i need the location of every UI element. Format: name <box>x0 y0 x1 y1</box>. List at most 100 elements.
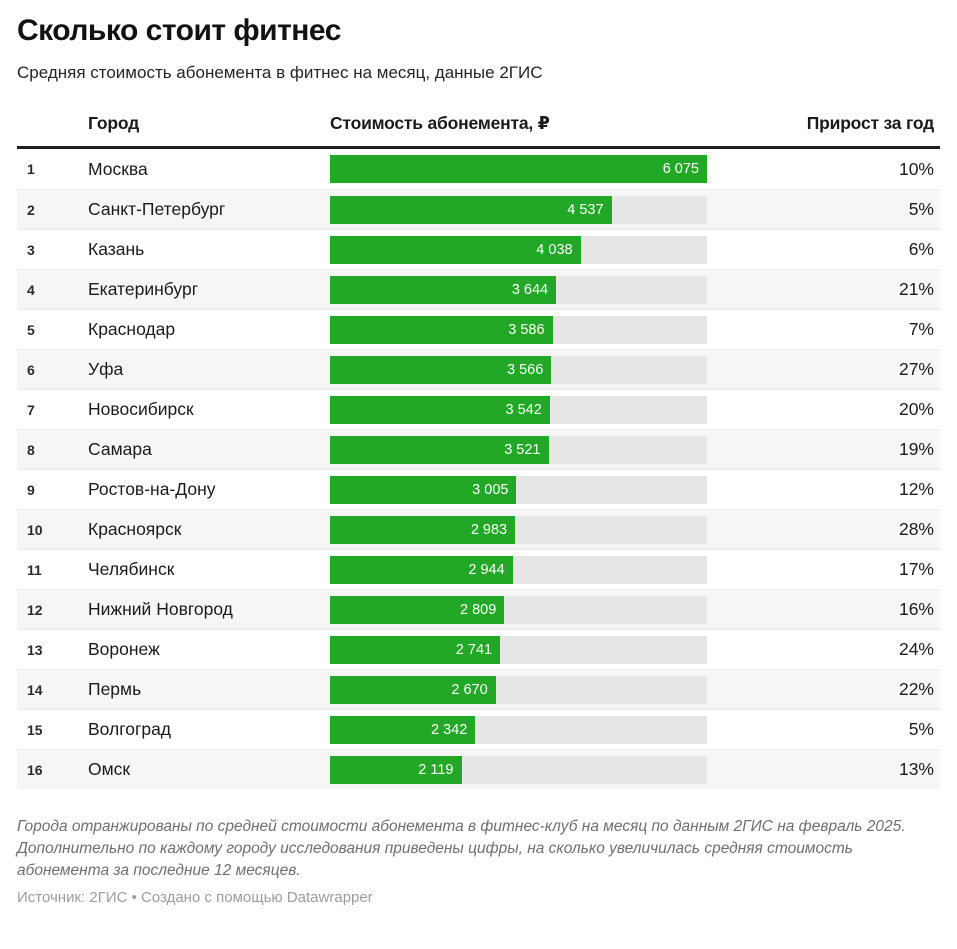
bar-fill: 2 119 <box>330 755 462 784</box>
row-growth: 5% <box>908 719 934 740</box>
row-rank: 16 <box>27 761 43 778</box>
bar-fill: 3 586 <box>330 315 553 344</box>
row-growth: 16% <box>898 599 934 620</box>
row-city: Санкт-Петербург <box>88 199 226 220</box>
bar-fill: 2 741 <box>330 635 501 664</box>
row-city: Ростов-на-Дону <box>88 479 216 500</box>
row-bar-cell: 2 670 <box>330 675 717 704</box>
row-growth: 27% <box>898 359 934 380</box>
bar-fill: 4 038 <box>330 235 581 264</box>
table-row: 14 Пермь 2 670 22% <box>17 669 940 710</box>
row-rank: 1 <box>27 161 35 178</box>
row-growth: 22% <box>898 679 934 700</box>
table-row: 3 Казань 4 038 6% <box>17 229 940 269</box>
row-rank: 5 <box>27 321 35 338</box>
row-rank: 14 <box>27 681 43 698</box>
bar-value-label: 6 075 <box>662 161 699 178</box>
bar-value-label: 2 983 <box>470 521 508 538</box>
bar-value-label: 2 809 <box>460 601 497 618</box>
column-header-city: Город <box>88 113 139 134</box>
bar-track: 3 542 <box>330 395 707 424</box>
row-bar-cell: 3 521 <box>330 435 717 464</box>
row-growth: 5% <box>908 199 934 220</box>
row-rank: 6 <box>27 361 35 378</box>
bar-value-label: 2 119 <box>418 761 454 778</box>
row-growth: 19% <box>898 439 934 460</box>
row-city: Москва <box>88 158 148 179</box>
bar-fill: 6 075 <box>330 155 707 184</box>
bar-value-label: 3 521 <box>504 441 541 458</box>
row-bar-cell: 3 566 <box>330 355 717 384</box>
row-bar-cell: 3 644 <box>330 275 717 304</box>
row-city: Самара <box>88 439 152 460</box>
bar-track: 3 521 <box>330 435 707 464</box>
bar-fill: 2 809 <box>330 595 505 624</box>
table-row: 6 Уфа 3 566 27% <box>17 349 940 390</box>
row-city: Челябинск <box>88 559 175 580</box>
row-growth: 20% <box>898 399 934 420</box>
table-row: 8 Самара 3 521 19% <box>17 429 940 470</box>
row-bar-cell: 2 741 <box>330 635 717 664</box>
row-city: Уфа <box>88 359 124 380</box>
row-city: Красноярск <box>88 519 182 540</box>
bar-fill: 2 944 <box>330 555 513 584</box>
bar-fill: 3 542 <box>330 395 550 424</box>
bar-fill: 2 670 <box>330 675 496 704</box>
row-growth: 10% <box>898 158 934 179</box>
row-rank: 8 <box>27 441 35 458</box>
row-bar-cell: 3 586 <box>330 315 717 344</box>
row-bar-cell: 3 005 <box>330 475 717 504</box>
bar-track: 2 670 <box>330 675 707 704</box>
bar-fill: 3 005 <box>330 475 517 504</box>
bar-value-label: 3 586 <box>508 321 545 338</box>
bar-value-label: 3 644 <box>511 281 549 298</box>
bar-value-label: 4 038 <box>536 241 573 258</box>
table-row: 11 Челябинск 2 944 17% <box>17 549 940 589</box>
bar-fill: 2 983 <box>330 515 516 544</box>
table-body: 1 Москва 6 075 10% 2 Санкт-Петербург 4 5… <box>17 149 940 790</box>
row-growth: 28% <box>898 519 934 540</box>
bar-fill: 3 644 <box>330 275 557 304</box>
row-growth: 6% <box>908 239 934 260</box>
table-header-row: Город Стоимость абонемента, ₽ Прирост за… <box>17 113 940 150</box>
ranking-table: Город Стоимость абонемента, ₽ Прирост за… <box>17 113 940 790</box>
row-growth: 24% <box>898 639 934 660</box>
row-bar-cell: 4 537 <box>330 195 717 224</box>
row-bar-cell: 2 944 <box>330 555 717 584</box>
row-growth: 17% <box>898 559 934 580</box>
chart-subtitle: Средняя стоимость абонемента в фитнес на… <box>17 63 543 82</box>
row-rank: 3 <box>27 241 35 258</box>
row-city: Омск <box>88 759 131 780</box>
table-row: 4 Екатеринбург 3 644 21% <box>17 269 940 310</box>
row-city: Нижний Новгород <box>88 599 233 620</box>
bar-track: 3 644 <box>330 275 707 304</box>
bar-fill: 3 521 <box>330 435 549 464</box>
bar-value-label: 3 005 <box>472 481 509 498</box>
table-row: 9 Ростов-на-Дону 3 005 12% <box>17 469 940 509</box>
row-growth: 13% <box>898 759 934 780</box>
bar-track: 2 342 <box>330 715 707 744</box>
bar-fill: 2 342 <box>330 715 476 744</box>
bar-value-label: 2 944 <box>468 561 505 578</box>
row-bar-cell: 3 542 <box>330 395 717 424</box>
table-row: 2 Санкт-Петербург 4 537 5% <box>17 189 940 230</box>
bar-track: 4 038 <box>330 235 707 264</box>
table-row: 16 Омск 2 119 13% <box>17 749 940 790</box>
bar-value-label: 4 537 <box>567 201 604 218</box>
bar-track: 2 944 <box>330 555 707 584</box>
bar-track: 3 586 <box>330 315 707 344</box>
row-growth: 7% <box>908 319 934 340</box>
table-row: 10 Красноярск 2 983 28% <box>17 509 940 550</box>
bar-track: 3 566 <box>330 355 707 384</box>
bar-track: 3 005 <box>330 475 707 504</box>
row-city: Краснодар <box>88 319 176 340</box>
bar-track: 2 741 <box>330 635 707 664</box>
page-title: Сколько стоит фитнес <box>17 14 341 47</box>
bar-value-label: 2 741 <box>455 641 493 658</box>
table-row: 1 Москва 6 075 10% <box>17 149 940 189</box>
chart-container: Сколько стоит фитнес Средняя стоимость а… <box>0 16 957 906</box>
bar-value-label: 2 670 <box>451 681 488 698</box>
bar-value-label: 3 566 <box>507 361 544 378</box>
row-bar-cell: 2 809 <box>330 595 717 624</box>
row-rank: 15 <box>27 721 43 738</box>
